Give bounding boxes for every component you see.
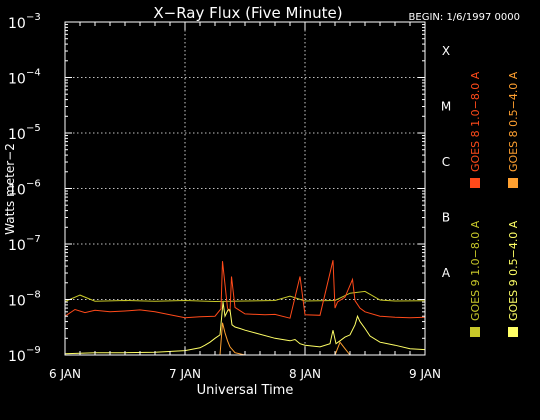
x-tick-label: 8 JAN <box>289 367 321 381</box>
series-group <box>64 260 426 356</box>
chart-title: X−Ray Flux (Five Minute) <box>153 4 342 22</box>
x-tick-label: 7 JAN <box>169 367 201 381</box>
y-tick-label: 10 −3 <box>8 12 41 32</box>
y-tick-label: 10 −5 <box>8 123 41 143</box>
legend-entry: GOES 8 0.5−4.0 A <box>507 71 520 188</box>
x-axis-label: Universal Time <box>197 383 294 398</box>
legend-entry: GOES 8 1.0−8.0 A <box>469 71 482 188</box>
class-label-B: B <box>442 210 450 224</box>
series-line <box>64 260 426 319</box>
y-tick-exponent: −6 <box>26 179 41 190</box>
y-tick-mantissa: 10 <box>8 349 26 365</box>
y-tick-label: 10 −9 <box>8 345 41 365</box>
flare-class-labels: X M C B A <box>441 44 451 280</box>
series-line <box>64 290 426 303</box>
x-tick-label: 6 JAN <box>49 367 81 381</box>
y-tick-mantissa: 10 <box>8 238 26 254</box>
series-line <box>64 301 426 355</box>
y-tick-mantissa: 10 <box>8 294 26 310</box>
legend-label: GOES 8 0.5−4.0 A <box>507 71 520 172</box>
class-label-X: X <box>442 44 450 58</box>
legend-swatch <box>508 327 518 337</box>
y-tick-mantissa: 10 <box>8 16 26 32</box>
legend-swatch <box>470 178 480 188</box>
legend-entry: GOES 9 1.0−8.0 A <box>469 220 482 337</box>
y-tick-label: 10 −6 <box>8 179 41 199</box>
y-tick-label: 10 −7 <box>8 234 41 254</box>
begin-label: BEGIN: 1/6/1997 0000 <box>409 12 520 23</box>
legend-label: GOES 9 1.0−8.0 A <box>469 220 482 321</box>
y-axis-label: Watts meter−2 <box>3 143 17 235</box>
legend: GOES 8 1.0−8.0 A GOES 9 1.0−8.0 A GOES 8 0… <box>469 71 520 337</box>
y-tick-exponent: −4 <box>26 68 41 79</box>
legend-swatch <box>508 178 518 188</box>
y-tick-mantissa: 10 <box>8 127 26 143</box>
y-tick-label: 10 −8 <box>8 290 41 310</box>
class-label-A: A <box>442 266 451 280</box>
y-tick-exponent: −7 <box>26 234 41 245</box>
class-label-C: C <box>442 155 450 169</box>
y-tick-label: 10 −4 <box>8 68 41 88</box>
axis-ticks <box>64 21 426 356</box>
grid-lines <box>65 22 425 355</box>
y-tick-mantissa: 10 <box>8 183 26 199</box>
y-tick-mantissa: 10 <box>8 72 26 88</box>
legend-entry: GOES 9 0.5−4.0 A <box>507 220 520 337</box>
legend-label: GOES 8 1.0−8.0 A <box>469 71 482 172</box>
legend-label: GOES 9 0.5−4.0 A <box>507 220 520 321</box>
series-line <box>215 322 351 356</box>
y-tick-exponent: −5 <box>26 123 41 134</box>
legend-swatch <box>470 327 480 337</box>
x-tick-labels: 6 JAN 7 JAN 8 JAN 9 JAN <box>49 367 441 381</box>
class-label-M: M <box>441 99 451 113</box>
y-tick-exponent: −8 <box>26 290 41 301</box>
y-tick-exponent: −9 <box>26 345 41 356</box>
y-tick-labels: 10−310−410−510−610−710−810−9 <box>8 12 41 365</box>
y-tick-exponent: −3 <box>26 12 41 23</box>
x-tick-label: 9 JAN <box>409 367 441 381</box>
